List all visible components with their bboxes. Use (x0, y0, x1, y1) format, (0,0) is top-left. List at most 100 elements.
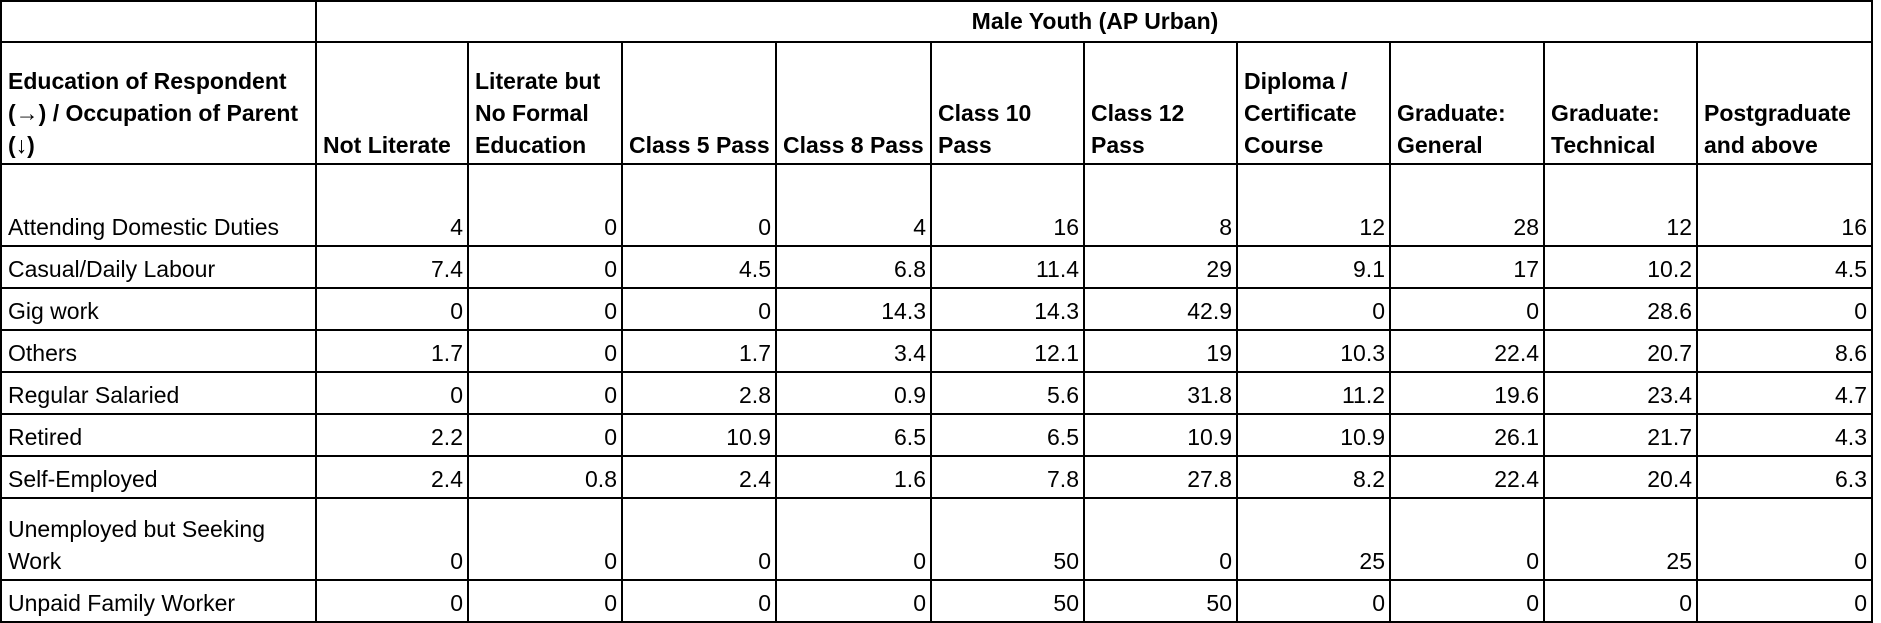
value-cell: 11.2 (1236, 371, 1391, 415)
column-header: Graduate: General (1389, 41, 1545, 165)
value-cell: 10.9 (621, 413, 777, 457)
value-cell: 25 (1543, 497, 1698, 581)
row-label: Gig work (0, 287, 317, 331)
value-cell: 8 (1083, 163, 1238, 247)
table-row: Others 1.7 0 1.7 3.4 12.1 19 10.3 22.4 2… (0, 329, 1873, 373)
value-cell: 2.8 (621, 371, 777, 415)
value-cell: 3.4 (775, 329, 932, 373)
value-cell: 6.5 (775, 413, 932, 457)
value-cell: 28 (1389, 163, 1545, 247)
value-cell: 0 (1389, 497, 1545, 581)
value-cell: 8.2 (1236, 455, 1391, 499)
value-cell: 16 (930, 163, 1085, 247)
value-cell: 50 (1083, 579, 1238, 623)
table-row: Unpaid Family Worker 0 0 0 0 50 50 0 0 0… (0, 579, 1873, 623)
value-cell: 10.2 (1543, 245, 1698, 289)
value-cell: 14.3 (775, 287, 932, 331)
column-header: Class 5 Pass (621, 41, 777, 165)
column-header: Class 12 Pass (1083, 41, 1238, 165)
value-cell: 25 (1236, 497, 1391, 581)
value-cell: 0 (467, 245, 623, 289)
value-cell: 6.5 (930, 413, 1085, 457)
value-cell: 0 (315, 371, 469, 415)
value-cell: 42.9 (1083, 287, 1238, 331)
value-cell: 31.8 (1083, 371, 1238, 415)
value-cell: 0 (467, 579, 623, 623)
value-cell: 29 (1083, 245, 1238, 289)
value-cell: 5.6 (930, 371, 1085, 415)
column-header: Diploma / Certificate Course (1236, 41, 1391, 165)
value-cell: 50 (930, 497, 1085, 581)
value-cell: 26.1 (1389, 413, 1545, 457)
value-cell: 8.6 (1696, 329, 1873, 373)
value-cell: 2.4 (315, 455, 469, 499)
value-cell: 22.4 (1389, 455, 1545, 499)
value-cell: 11.4 (930, 245, 1085, 289)
column-header: Not Literate (315, 41, 469, 165)
value-cell: 0 (621, 287, 777, 331)
value-cell: 0 (1543, 579, 1698, 623)
column-header: Literate but No Formal Education (467, 41, 623, 165)
column-header: Postgraduate and above (1696, 41, 1873, 165)
value-cell: 0 (315, 579, 469, 623)
value-cell: 0.9 (775, 371, 932, 415)
value-cell: 19 (1083, 329, 1238, 373)
value-cell: 0 (1696, 579, 1873, 623)
value-cell: 12 (1236, 163, 1391, 247)
value-cell: 4 (315, 163, 469, 247)
value-cell: 4.3 (1696, 413, 1873, 457)
value-cell: 0 (621, 497, 777, 581)
row-label: Retired (0, 413, 317, 457)
value-cell: 7.4 (315, 245, 469, 289)
value-cell: 0 (621, 579, 777, 623)
value-cell: 28.6 (1543, 287, 1698, 331)
value-cell: 0 (467, 163, 623, 247)
value-cell: 0 (467, 413, 623, 457)
value-cell: 4.7 (1696, 371, 1873, 415)
value-cell: 4.5 (621, 245, 777, 289)
value-cell: 17 (1389, 245, 1545, 289)
column-header: Class 8 Pass (775, 41, 932, 165)
row-label: Unpaid Family Worker (0, 579, 317, 623)
value-cell: 21.7 (1543, 413, 1698, 457)
value-cell: 0 (1389, 579, 1545, 623)
value-cell: 0.8 (467, 455, 623, 499)
value-cell: 0 (621, 163, 777, 247)
table-row: Attending Domestic Duties 4 0 0 4 16 8 1… (0, 163, 1873, 247)
value-cell: 4.5 (1696, 245, 1873, 289)
value-cell: 1.7 (315, 329, 469, 373)
table-row: Gig work 0 0 0 14.3 14.3 42.9 0 0 28.6 0 (0, 287, 1873, 331)
value-cell: 2.4 (621, 455, 777, 499)
value-cell: 6.8 (775, 245, 932, 289)
value-cell: 0 (315, 497, 469, 581)
corner-header: Education of Respondent (→) / Occupation… (0, 41, 317, 165)
value-cell: 6.3 (1696, 455, 1873, 499)
value-cell: 0 (1696, 497, 1873, 581)
value-cell: 22.4 (1389, 329, 1545, 373)
row-label: Casual/Daily Labour (0, 245, 317, 289)
value-cell: 0 (467, 287, 623, 331)
value-cell: 0 (1696, 287, 1873, 331)
table-row: Casual/Daily Labour 7.4 0 4.5 6.8 11.4 2… (0, 245, 1873, 289)
value-cell: 20.4 (1543, 455, 1698, 499)
value-cell: 12 (1543, 163, 1698, 247)
table-row: Self-Employed 2.4 0.8 2.4 1.6 7.8 27.8 8… (0, 455, 1873, 499)
row-label: Self-Employed (0, 455, 317, 499)
value-cell: 14.3 (930, 287, 1085, 331)
value-cell: 4 (775, 163, 932, 247)
value-cell: 27.8 (1083, 455, 1238, 499)
value-cell: 1.6 (775, 455, 932, 499)
value-cell: 10.3 (1236, 329, 1391, 373)
value-cell: 0 (1083, 497, 1238, 581)
table-row: Regular Salaried 0 0 2.8 0.9 5.6 31.8 11… (0, 371, 1873, 415)
value-cell: 0 (467, 371, 623, 415)
value-cell: 7.8 (930, 455, 1085, 499)
value-cell: 0 (467, 329, 623, 373)
table-row: Retired 2.2 0 10.9 6.5 6.5 10.9 10.9 26.… (0, 413, 1873, 457)
value-cell: 0 (1236, 287, 1391, 331)
value-cell: 0 (467, 497, 623, 581)
column-header: Graduate: Technical (1543, 41, 1698, 165)
blank-corner-cell (0, 0, 317, 43)
